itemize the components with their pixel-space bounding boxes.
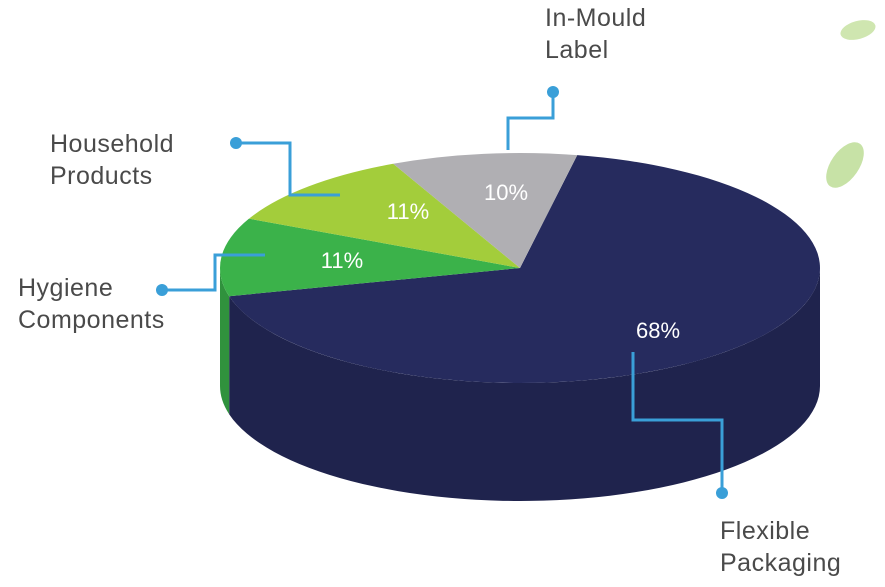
pie-side: [229, 268, 821, 501]
pie-side: [220, 268, 230, 415]
category-label: Flexible Packaging: [720, 517, 842, 577]
leaf: [826, 142, 864, 188]
value-label: 10%: [484, 180, 528, 205]
category-label: Hygiene Components: [18, 274, 165, 334]
callout-dot: [547, 86, 559, 98]
pie-slice: [220, 218, 520, 297]
callout-dot: [716, 487, 728, 499]
category-label: In-Mould Label: [545, 4, 647, 64]
category-label: Household Products: [50, 130, 175, 190]
pie-slice: [229, 155, 821, 384]
pie-slice: [248, 163, 521, 268]
value-label: 11%: [321, 248, 363, 273]
callout-line: [162, 253, 265, 292]
value-label: 68%: [636, 318, 680, 343]
callout-line: [506, 92, 555, 150]
value-label: 11%: [387, 199, 429, 224]
leaf: [840, 20, 876, 40]
callout-line: [236, 141, 340, 197]
pie-slice: [393, 152, 578, 268]
callout-line: [631, 352, 724, 493]
callout-dot: [230, 137, 242, 149]
callout-dot: [156, 284, 168, 296]
